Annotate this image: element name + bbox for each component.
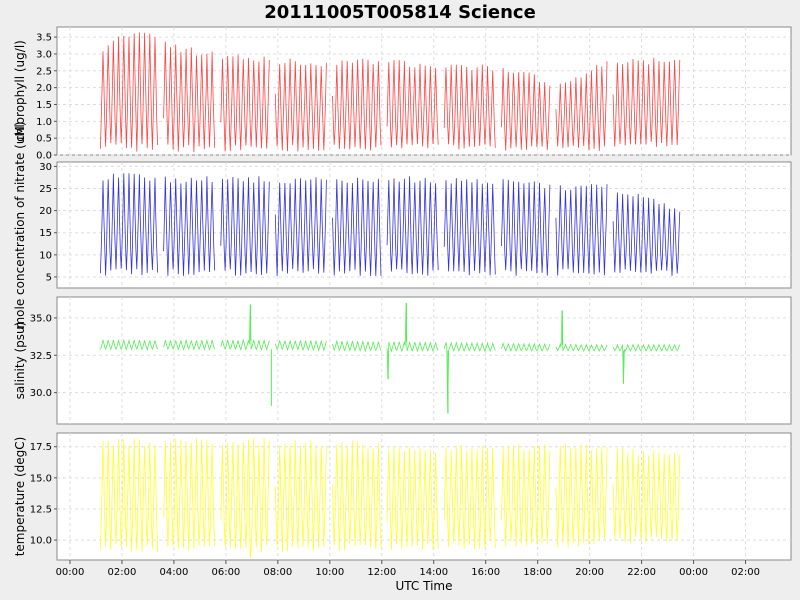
y-tick-label: 35.0	[30, 313, 52, 324]
series-line-chlorophyll	[163, 41, 216, 153]
y-tick-label: 15	[39, 228, 52, 239]
y-tick-label: 25	[39, 184, 52, 195]
series-line-chlorophyll	[332, 58, 382, 151]
y-axis-label-chlorophyll: chlorophyll (ug/l)	[13, 40, 27, 142]
y-axis-label-nitrate: mole concentration of nitrate (uM)	[13, 121, 27, 328]
x-axis-label: UTC Time	[396, 579, 453, 593]
x-tick-label: 02:00	[731, 567, 760, 578]
y-tick-label: 2.0	[36, 83, 52, 94]
series-line-nitrate	[332, 177, 382, 277]
series-line-temperature	[163, 438, 216, 551]
series-line-chlorophyll	[274, 58, 327, 152]
series-line-salinity	[386, 302, 439, 380]
series-line-salinity	[220, 304, 270, 352]
series-line-salinity	[501, 342, 551, 352]
y-tick-label: 17.5	[30, 442, 52, 453]
y-tick-label: 2.5	[36, 66, 52, 77]
series-line-nitrate	[100, 173, 158, 276]
series-line-nitrate	[220, 176, 270, 276]
x-tick-label: 04:00	[160, 567, 189, 578]
y-axis-label-salinity: salinity (psu)	[13, 322, 27, 400]
series-line-temperature	[386, 445, 439, 551]
series-line-salinity	[163, 338, 216, 351]
x-tick-label: 10:00	[315, 567, 344, 578]
x-axis: 00:00 02:00 04:00 06:00 08:00 10:00 12:00 14:00…	[56, 560, 760, 578]
series-line-nitrate	[163, 176, 216, 276]
y-tick-label: 1.0	[36, 117, 52, 128]
x-tick-label: 16:00	[471, 567, 500, 578]
y-tick-label: 10.0	[30, 536, 52, 547]
x-tick-label: 18:00	[523, 567, 552, 578]
series-line-chlorophyll	[612, 57, 681, 147]
y-tick-label: 5	[46, 272, 52, 283]
x-tick-label: 06:00	[211, 567, 240, 578]
y-tick-label: 12.5	[30, 504, 52, 515]
series-line-salinity	[274, 339, 327, 352]
series-line-temperature	[555, 443, 608, 548]
plot-area-salinity	[56, 296, 792, 425]
series-line-salinity	[100, 338, 158, 352]
series-line-temperature	[332, 440, 382, 552]
x-tick-label: 02:00	[108, 567, 137, 578]
x-tick-label: 08:00	[263, 567, 292, 578]
series-line-salinity	[443, 341, 496, 414]
series-line-chlorophyll	[555, 61, 608, 151]
series-line-temperature	[612, 447, 681, 544]
chart-panels: 0.0 0.5 1.0 1.5 2.0 2.5 3.0 3.5 chlorophyll (ug/…	[13, 26, 792, 561]
series-line-temperature	[220, 437, 270, 558]
x-tick-label: 22:00	[627, 567, 656, 578]
y-tick-label: 0.5	[36, 134, 52, 145]
series-line-temperature	[443, 444, 496, 549]
y-tick-label: 3.5	[36, 33, 52, 44]
panel-nitrate: 5 10 15 20 25 30 mole concentration of nitrate…	[13, 121, 792, 329]
series-line-nitrate	[443, 177, 496, 276]
series-line-temperature	[274, 439, 327, 553]
series-line-nitrate	[555, 184, 608, 276]
series-line-chlorophyll	[220, 54, 270, 152]
panel-chlorophyll: 0.0 0.5 1.0 1.5 2.0 2.5 3.0 3.5 chlorophyll (ug/…	[13, 26, 792, 162]
x-tick-label: 00:00	[56, 567, 85, 578]
series-line-temperature	[100, 438, 158, 552]
y-tick-label: 3.0	[36, 49, 52, 60]
y-tick-label: 30	[39, 162, 52, 173]
y-tick-label: 15.0	[30, 473, 52, 484]
series-line-nitrate	[501, 179, 551, 276]
y-tick-label: 1.5	[36, 100, 52, 111]
chart-title: 20111005T005814 Science	[264, 2, 536, 23]
series-line-nitrate	[386, 176, 439, 276]
series-line-nitrate	[612, 192, 681, 276]
y-tick-label: 32.5	[30, 351, 52, 362]
series-line-salinity	[555, 310, 608, 352]
series-line-temperature	[501, 444, 551, 547]
series-line-salinity	[332, 339, 382, 353]
x-tick-label: 20:00	[575, 567, 604, 578]
series-line-chlorophyll	[100, 32, 158, 152]
y-tick-label: 10	[39, 250, 52, 261]
series-line-salinity	[612, 343, 681, 384]
series-line-chlorophyll	[501, 67, 551, 151]
y-tick-label: 30.0	[30, 388, 52, 399]
y-tick-label: 0.0	[36, 151, 52, 162]
x-tick-label: 00:00	[679, 567, 708, 578]
x-tick-label: 12:00	[367, 567, 396, 578]
plot-area-chlorophyll	[56, 26, 792, 156]
y-axis-label-temperature: temperature (degC)	[13, 437, 27, 557]
series-line-chlorophyll	[443, 64, 496, 150]
x-tick-label: 14:00	[419, 567, 448, 578]
series-line-nitrate	[274, 177, 327, 277]
y-tick-label: 20	[39, 206, 52, 217]
series-line-chlorophyll	[386, 60, 439, 149]
